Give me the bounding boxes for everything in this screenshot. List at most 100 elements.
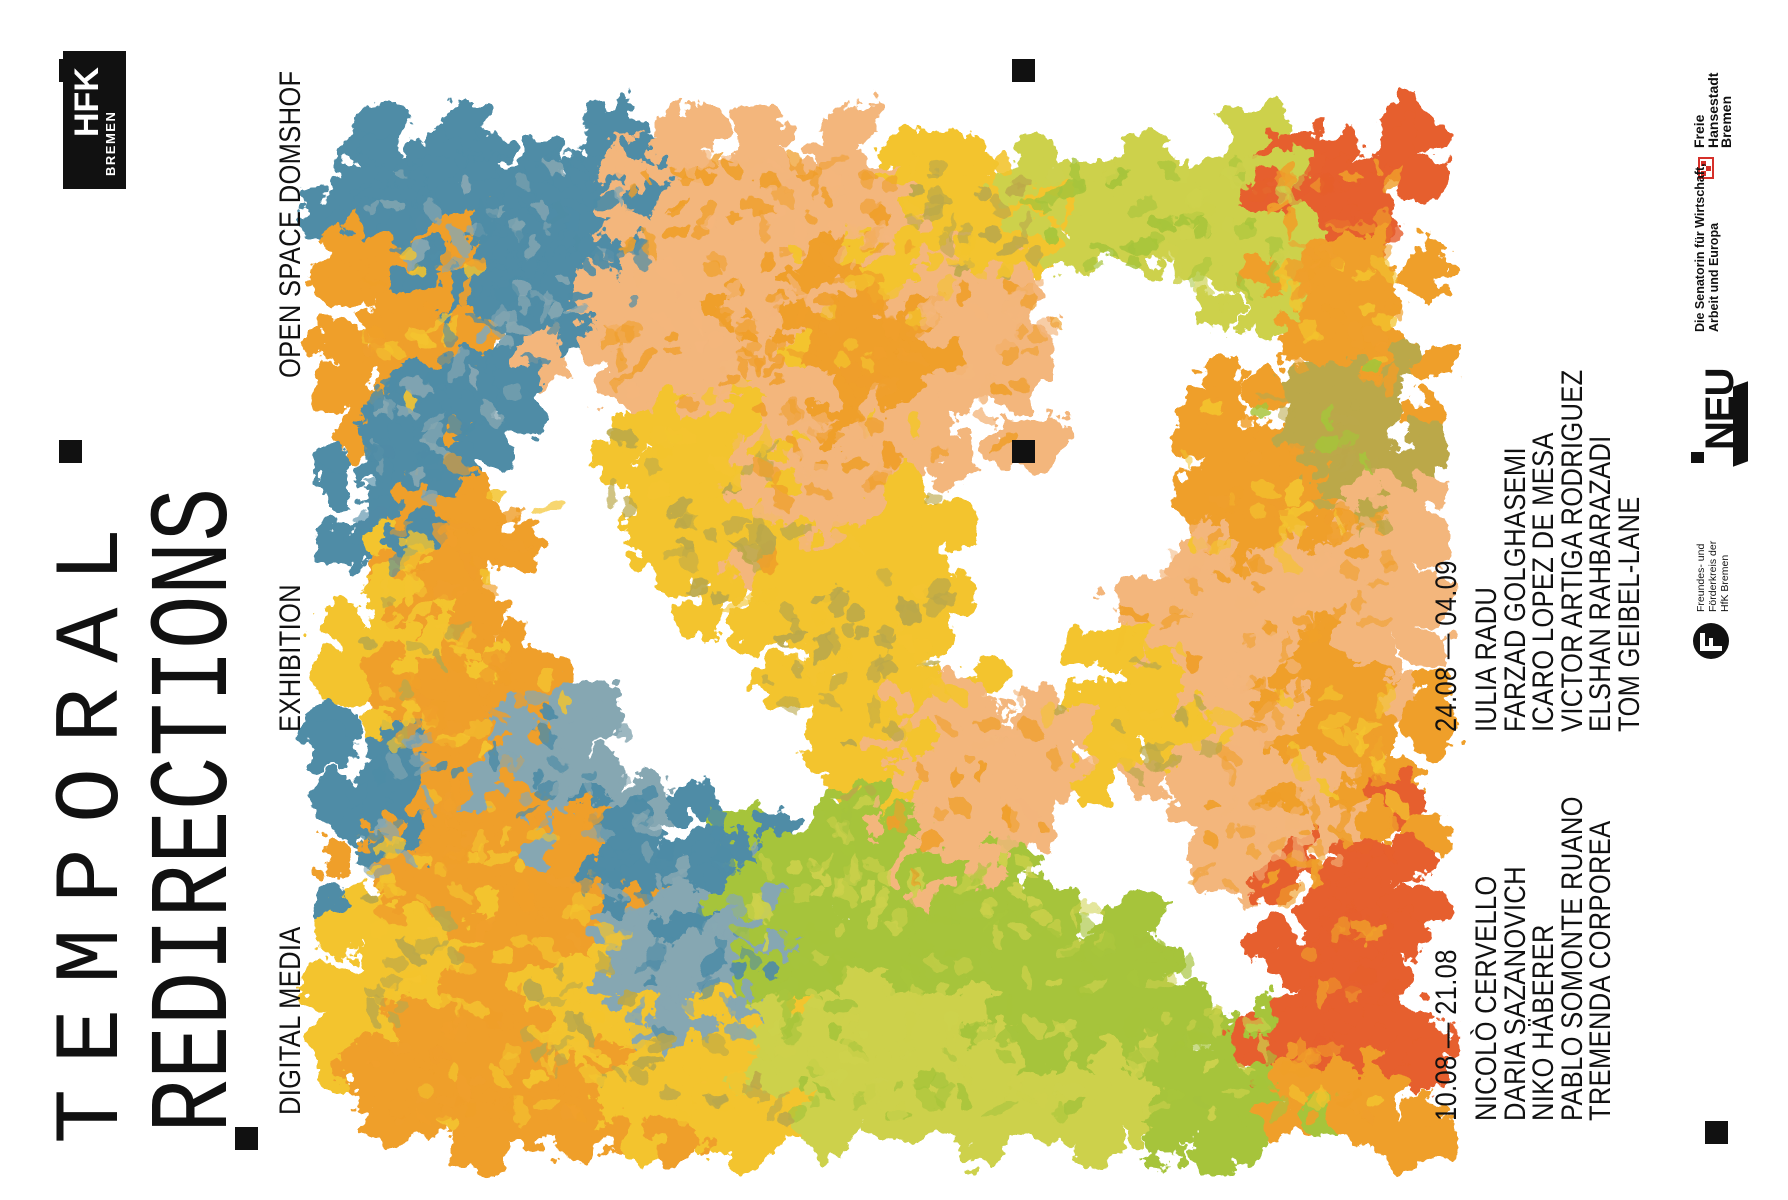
paint-stroke bbox=[532, 1098, 560, 1109]
paint-stroke bbox=[900, 716, 912, 751]
paint-stroke bbox=[1127, 971, 1141, 986]
paint-stroke bbox=[748, 842, 759, 855]
paint-stroke bbox=[1356, 729, 1367, 758]
paint-stroke bbox=[724, 428, 743, 456]
paint-stroke bbox=[1369, 736, 1387, 760]
paint-stroke bbox=[553, 1054, 566, 1065]
paint-dab bbox=[550, 1125, 591, 1166]
paint-stroke bbox=[755, 979, 779, 993]
paint-stroke bbox=[956, 901, 985, 919]
paint-stroke bbox=[658, 345, 685, 355]
paint-stroke bbox=[432, 1047, 445, 1058]
paint-stroke bbox=[813, 459, 842, 481]
paint-stroke bbox=[373, 768, 386, 788]
paint-stroke bbox=[797, 1076, 808, 1092]
paint-stroke bbox=[839, 1051, 869, 1065]
paint-stroke bbox=[674, 288, 689, 303]
paint-stroke bbox=[505, 216, 524, 232]
subtitle-digital-media: DIGITAL MEDIA bbox=[274, 926, 307, 1115]
paint-stroke bbox=[1311, 498, 1338, 510]
paint-stroke bbox=[845, 533, 864, 556]
paint-stroke bbox=[792, 882, 812, 906]
paint-stroke bbox=[722, 514, 750, 534]
paint-stroke bbox=[994, 1090, 1009, 1104]
paint-stroke bbox=[402, 639, 432, 652]
paint-stroke bbox=[712, 920, 729, 934]
paint-stroke bbox=[1298, 270, 1310, 300]
paint-dab bbox=[316, 473, 356, 513]
paint-stroke bbox=[1128, 199, 1156, 219]
paint-stroke bbox=[912, 583, 927, 599]
paint-stroke bbox=[694, 339, 709, 354]
paint-stroke bbox=[738, 1109, 760, 1121]
paint-stroke bbox=[415, 1112, 431, 1127]
paint-stroke bbox=[748, 1048, 775, 1061]
paint-stroke bbox=[1283, 858, 1318, 868]
paint-stroke bbox=[535, 902, 547, 938]
paint-stroke bbox=[444, 452, 467, 477]
paint-stroke bbox=[1048, 312, 1065, 332]
paint-stroke bbox=[1004, 993, 1014, 1019]
paint-stroke bbox=[440, 255, 466, 274]
paint-stroke bbox=[1013, 747, 1025, 767]
paint-stroke bbox=[980, 897, 997, 913]
paint-stroke bbox=[789, 857, 802, 875]
paint-stroke bbox=[597, 884, 630, 901]
paint-stroke bbox=[1291, 691, 1306, 705]
paint-stroke bbox=[425, 197, 442, 226]
paint-stroke bbox=[482, 800, 496, 813]
paint-stroke bbox=[793, 659, 804, 681]
paint-stroke bbox=[363, 442, 377, 461]
paint-stroke bbox=[1207, 1107, 1220, 1122]
paint-stroke bbox=[442, 846, 466, 858]
paint-stroke bbox=[423, 734, 457, 746]
paint-stroke bbox=[724, 210, 742, 225]
paint-stroke bbox=[380, 976, 407, 989]
paint-stroke bbox=[786, 148, 805, 174]
paint-stroke bbox=[990, 430, 1018, 454]
paint-stroke bbox=[943, 1047, 956, 1063]
paint-stroke bbox=[437, 1106, 453, 1121]
paint-stroke bbox=[1254, 403, 1269, 417]
paint-stroke bbox=[939, 274, 955, 300]
paint-stroke bbox=[387, 498, 408, 516]
paint-stroke bbox=[394, 403, 420, 419]
paint-stroke bbox=[1188, 549, 1204, 582]
paint-stroke bbox=[404, 237, 430, 269]
paint-stroke bbox=[536, 813, 550, 830]
paint-stroke bbox=[841, 738, 858, 748]
paint-stroke bbox=[845, 218, 863, 239]
paint-stroke bbox=[1200, 399, 1223, 417]
paint-stroke bbox=[1125, 1007, 1141, 1039]
paint-stroke bbox=[681, 163, 699, 179]
paint-stroke bbox=[373, 994, 387, 1007]
paint-stroke bbox=[881, 723, 906, 741]
paint-stroke bbox=[1122, 755, 1136, 769]
paint-stroke bbox=[908, 939, 933, 958]
paint-stroke bbox=[1386, 816, 1397, 832]
paint-stroke bbox=[1017, 796, 1040, 826]
paint-stroke bbox=[1318, 688, 1344, 703]
paint-stroke bbox=[959, 1061, 974, 1085]
paint-stroke bbox=[1337, 810, 1353, 831]
paint-stroke bbox=[784, 937, 797, 950]
paint-stroke bbox=[616, 185, 623, 209]
corner-mark bbox=[59, 440, 82, 463]
paint-stroke bbox=[879, 281, 902, 299]
paint-stroke bbox=[1382, 559, 1397, 576]
paint-stroke bbox=[540, 1057, 556, 1080]
paint-stroke bbox=[1327, 521, 1342, 549]
paint-stroke bbox=[606, 248, 626, 261]
paint-stroke bbox=[997, 1050, 1015, 1061]
paint-stroke bbox=[1221, 1089, 1250, 1097]
paint-stroke bbox=[580, 260, 594, 274]
senatorin-logo-line: Die Senatorin für Wirtschaft, bbox=[1693, 163, 1707, 332]
paint-stroke bbox=[488, 1065, 512, 1089]
paint-stroke bbox=[1249, 1077, 1277, 1091]
paint-stroke bbox=[1241, 1017, 1269, 1031]
paint-stroke bbox=[1291, 763, 1312, 784]
paint-dab bbox=[1407, 706, 1455, 754]
paint-stroke bbox=[1191, 736, 1202, 750]
paint-stroke bbox=[1160, 159, 1180, 183]
